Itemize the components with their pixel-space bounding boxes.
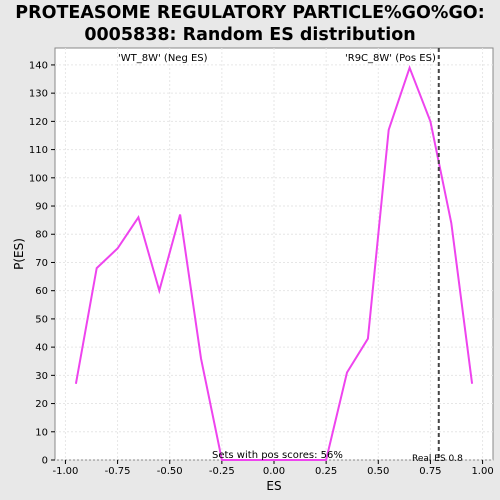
x-tick-label: 1.00 — [471, 466, 493, 477]
y-tick-label: 20 — [35, 399, 48, 410]
neg-es-label: 'WT_8W' (Neg ES) — [118, 53, 208, 64]
y-axis-label: P(ES) — [12, 238, 26, 270]
y-tick-label: 0 — [42, 456, 48, 467]
x-tick-label: 0.50 — [367, 466, 389, 477]
pos-es-label: 'R9C_8W' (Pos ES) — [345, 53, 436, 64]
y-tick-label: 70 — [35, 258, 48, 269]
chart-title: PROTEASOME REGULATORY PARTICLE%GO%GO: 00… — [0, 2, 500, 46]
x-tick-label: -1.00 — [52, 466, 78, 477]
y-tick-label: 40 — [35, 343, 48, 354]
grid — [55, 48, 493, 461]
y-tick-label: 60 — [35, 286, 48, 297]
y-tick-label: 140 — [29, 60, 48, 71]
title-line-2: 0005838: Random ES distribution — [84, 25, 416, 45]
x-axis: -1.00 -0.75 -0.50 -0.25 0.00 0.25 0.50 0.75 1.00 — [52, 460, 494, 477]
x-tick-label: 0.25 — [315, 466, 337, 477]
y-tick-label: 130 — [29, 89, 48, 100]
x-tick-label: -0.75 — [105, 466, 131, 477]
y-tick-label: 90 — [35, 202, 48, 213]
y-tick-label: 30 — [35, 371, 48, 382]
es-distribution-line — [74, 64, 474, 461]
y-axis: 0 10 20 30 40 50 60 70 80 90 100 110 120 130 140 — [29, 60, 55, 467]
x-tick-label: 0.75 — [419, 466, 441, 477]
y-tick-label: 110 — [29, 145, 48, 156]
y-tick-label: 100 — [29, 173, 48, 184]
y-tick-label: 10 — [35, 427, 48, 438]
x-tick-label: -0.50 — [157, 466, 183, 477]
real-es-annotation: Real ES 0.8 — [412, 454, 463, 464]
y-tick-label: 80 — [35, 230, 48, 241]
y-tick-label: 120 — [29, 117, 48, 128]
title-line-1: PROTEASOME REGULATORY PARTICLE%GO%GO: — [15, 3, 485, 23]
x-tick-label: -0.25 — [209, 466, 235, 477]
y-tick-label: 50 — [35, 314, 48, 325]
x-tick-label: 0.00 — [263, 466, 285, 477]
x-axis-label: ES — [266, 479, 281, 493]
pos-scores-annotation: Sets with pos scores: 56% — [212, 450, 343, 461]
